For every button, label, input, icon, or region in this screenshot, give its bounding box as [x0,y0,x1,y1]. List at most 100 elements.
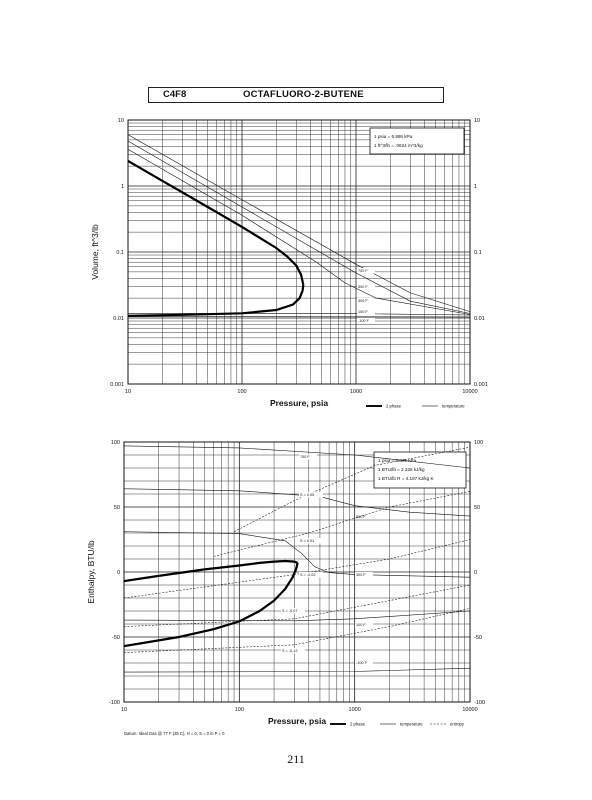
isentrope-line [123,584,471,627]
isotherm-label: 700 F [300,455,310,459]
y-tick-label-right: 100 [474,440,483,446]
isentrope-line [213,491,471,557]
isotherm-line [123,445,471,469]
x-tick-label: 10000 [462,389,477,395]
compound-code: C4F8 [163,89,187,100]
isentrope-label: S = -0.02 [300,573,316,577]
isentrope-label-bg [299,538,323,544]
isotherm-line [127,140,471,314]
isotherm-label-bg [357,318,375,324]
y-tick-label-right: -50 [474,635,482,641]
y-tick-label-right: 0 [474,570,477,576]
legend-label: temperature [400,722,423,727]
legend-label: temperature [442,404,465,409]
y-tick-label-right: -100 [474,700,485,706]
two-phase-vapor-line [123,559,299,583]
isotherm-label: -100 F [358,319,370,323]
datum-footnote: Datum: Ideal Gas @ 77 F (25 C), H = 0, S… [124,731,225,736]
page-number: 211 [287,752,305,766]
isotherm-label-bg [357,298,375,304]
isentrope-label: S = 0.05 [300,493,314,497]
isotherm-line [123,610,471,622]
isentrope-line [123,608,471,653]
isentrope-label-bg [281,648,305,654]
y-tick-label-left: 10 [118,118,124,124]
note-line: 1 BTU/lb R = 4.187 kJ/kg K [378,476,434,481]
isotherm-line [127,134,471,312]
legend-label: 2 phase [386,404,402,409]
isentrope-label: S = 0.01 [300,539,314,543]
plot-frame [123,441,471,703]
y-tick-label-left: 0.01 [113,316,124,322]
y-axis-label: Enthalpy, BTU/lb [86,540,96,603]
plot-frame [127,119,471,385]
isotherm-line [123,531,471,578]
isotherm-line [127,149,471,315]
isotherm-label-bg [299,454,317,460]
note-line: 1 psia = 6.895 kPa [374,134,413,139]
isentrope-line [123,539,471,599]
isotherm-label: 300 F [358,299,368,303]
x-tick-label: 100 [235,707,244,713]
isotherm-label: 500 F [358,285,368,289]
x-tick-label: 100 [237,389,246,395]
title-box: C4F8 OCTAFLUORO-2-BUTENE [148,87,444,103]
isotherm-label-bg [355,514,373,520]
isotherm-label-bg [357,284,375,290]
x-axis-label: Pressure, psia [270,398,328,408]
y-tick-label-left: -50 [112,635,120,641]
note-line: 1 psia = 6.895 kPa [378,458,417,463]
legend-label: entropy [450,722,465,727]
isotherm-label-bg [355,622,373,628]
isotherm-label-bg [355,660,373,666]
isotherm-label-bg [355,572,373,578]
two-phase-liquid-line [123,562,299,648]
y-tick-label-right: 50 [474,505,480,511]
y-tick-label-left: 0 [117,570,120,576]
y-tick-label-left: 50 [114,505,120,511]
y-tick-label-right: 1 [474,184,477,190]
y-tick-label-left: 0.1 [116,250,124,256]
note-line: 1 BTU/lb = 2.326 kJ/kg [378,467,425,472]
isentrope-label-bg [299,492,323,498]
isotherm-label: 500 F [356,515,366,519]
isotherm-line [123,488,471,517]
legend-label: 2 phase [350,722,366,727]
y-tick-label-left: 0.001 [110,382,124,388]
x-tick-label: 1000 [349,707,361,713]
grid [127,120,470,385]
isentrope-label-bg [281,608,305,614]
isotherm-label-bg [357,309,375,315]
x-tick-label: 10000 [462,707,477,713]
two-phase-vapor-line [127,159,305,285]
isotherm-label: -100 F [356,661,368,665]
x-tick-label: 1000 [350,389,362,395]
isentrope-label-bg [299,572,323,578]
x-tick-label: 10 [125,389,131,395]
isotherm-label: 300 F [356,573,366,577]
isentrope-line [233,446,471,532]
y-tick-label-left: 100 [111,440,120,446]
two-phase-liquid-line [127,284,305,317]
notes-box [373,451,467,489]
y-tick-label-right: 0.1 [474,250,482,256]
isentrope-label: S = -0.07 [282,609,298,613]
isotherm-label: 700 F [358,269,368,273]
y-tick-label-left: 1 [121,184,124,190]
notes-box [369,127,465,155]
isotherm-label: 100 F [358,310,368,314]
y-tick-label-left: -100 [109,700,120,706]
isotherm-label-bg [357,268,375,274]
compound-name: OCTAFLUORO-2-BUTENE [243,89,364,100]
x-axis-label: Pressure, psia [268,716,326,726]
isentrope-label: S = -0.12 [282,649,298,653]
x-tick-label: 10 [121,707,127,713]
y-tick-label-right: 0.001 [474,382,488,388]
note-line: 1 ft^3/lb = .0624 m^3/kg [374,143,423,148]
y-axis-label: Volume, ft^3/lb [90,224,100,280]
y-tick-label-right: 10 [474,118,480,124]
isotherm-line [123,667,471,673]
